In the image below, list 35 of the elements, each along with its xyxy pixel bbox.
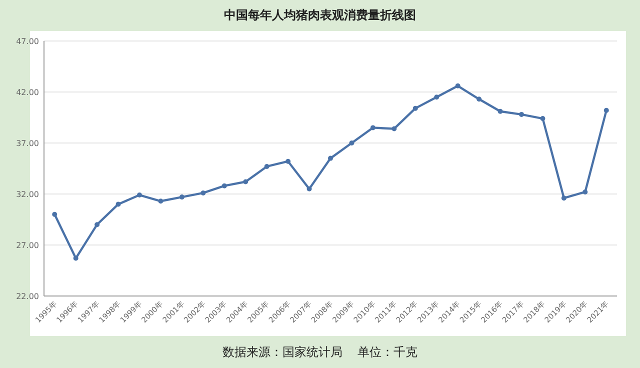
point <box>243 179 248 184</box>
chart-title: 中国每年人均猪肉表观消费量折线图 <box>224 8 416 22</box>
point <box>179 194 184 200</box>
source-note: 数据来源：国家统计局 单位：千克 <box>222 345 418 359</box>
point <box>519 112 524 117</box>
point <box>200 190 206 196</box>
point <box>306 186 312 192</box>
point <box>412 106 418 111</box>
point <box>94 222 100 228</box>
y-tick-label: 22.00 <box>16 292 39 301</box>
point <box>434 94 440 100</box>
point <box>561 196 566 201</box>
point <box>222 183 227 188</box>
point <box>158 198 164 204</box>
point <box>349 140 354 146</box>
point <box>540 116 546 122</box>
point <box>52 212 58 217</box>
point <box>582 189 588 194</box>
point <box>286 158 291 164</box>
point <box>392 126 397 132</box>
point <box>73 256 78 261</box>
point <box>264 164 270 169</box>
point <box>476 96 482 102</box>
y-tick-label: 32.00 <box>16 190 39 199</box>
y-tick-label: 42.00 <box>16 88 39 97</box>
point <box>498 108 503 114</box>
y-tick-label: 47.00 <box>16 36 39 46</box>
point <box>604 108 609 113</box>
point <box>137 192 142 198</box>
point <box>370 125 376 130</box>
y-tick-label: 27.00 <box>16 240 39 250</box>
point <box>455 83 460 88</box>
point <box>328 156 333 161</box>
y-tick-label: 37.00 <box>16 138 39 148</box>
point <box>116 202 121 207</box>
